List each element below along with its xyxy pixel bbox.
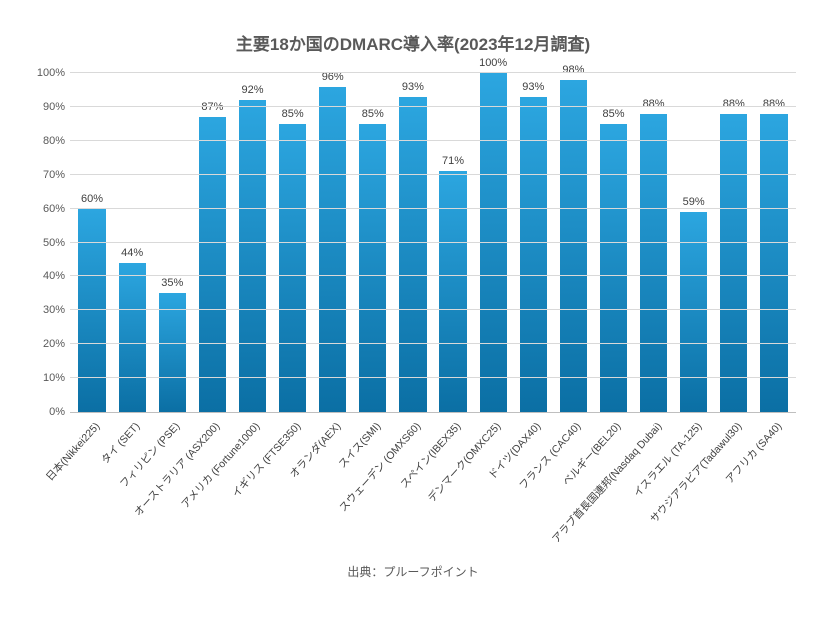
bar-value-label: 44% — [121, 247, 143, 259]
bar-value-label: 98% — [562, 64, 584, 76]
gridline — [70, 208, 796, 209]
bar: 85% — [279, 124, 306, 412]
x-label-slot: イギリス (FTSE350) — [273, 413, 313, 563]
x-label-slot: サウジアラビア(Tadawul30) — [714, 413, 754, 563]
bar-slot: 85% — [273, 73, 313, 412]
bar-value-label: 88% — [723, 98, 745, 110]
x-axis-label: 日本(Nikkei225) — [42, 419, 103, 484]
bar-slot: 88% — [754, 73, 794, 412]
gridline — [70, 72, 796, 73]
bar-slot: 100% — [473, 73, 513, 412]
bar: 85% — [600, 124, 627, 412]
bar-value-label: 85% — [282, 108, 304, 120]
bar-value-label: 71% — [442, 155, 464, 167]
bar-value-label: 85% — [362, 108, 384, 120]
gridline — [70, 309, 796, 310]
y-tick-label: 10% — [25, 372, 65, 384]
x-label-slot: スウェーデン (OMXS60) — [393, 413, 433, 563]
gridline — [70, 174, 796, 175]
x-label-slot: タイ (SET) — [112, 413, 152, 563]
x-label-slot: 日本(Nikkei225) — [72, 413, 112, 563]
y-tick-label: 30% — [25, 304, 65, 316]
bar-value-label: 100% — [479, 57, 507, 69]
bars-group: 60% 44% 35% 87% 92% 85% 96% 85% 93% 71% 100% 93% 98%… — [70, 73, 796, 412]
y-tick-label: 80% — [25, 135, 65, 147]
bar-slot: 87% — [192, 73, 232, 412]
bar-value-label: 88% — [643, 98, 665, 110]
bar: 88% — [720, 114, 747, 412]
gridline — [70, 140, 796, 141]
bar-value-label: 88% — [763, 98, 785, 110]
x-label-slot: オランダ(AEX) — [313, 413, 353, 563]
bar-slot: 98% — [553, 73, 593, 412]
bar: 88% — [760, 114, 787, 412]
gridline — [70, 377, 796, 378]
bar: 100% — [480, 73, 507, 412]
bar: 35% — [159, 293, 186, 412]
bar: 85% — [359, 124, 386, 412]
bar-value-label: 93% — [402, 81, 424, 93]
y-tick-label: 40% — [25, 270, 65, 282]
chart-container: 主要18か国のDMARC導入率(2023年12月調査) 60% 44% 35% 87%… — [0, 0, 826, 620]
bar-slot: 35% — [152, 73, 192, 412]
y-tick-label: 100% — [25, 67, 65, 79]
bar-slot: 88% — [714, 73, 754, 412]
y-tick-label: 60% — [25, 203, 65, 215]
bar-value-label: 59% — [683, 196, 705, 208]
y-tick-label: 90% — [25, 101, 65, 113]
bar-slot: 71% — [433, 73, 473, 412]
gridline — [70, 242, 796, 243]
x-label-slot: ドイツ(DAX40) — [513, 413, 553, 563]
source-text: 出典：プルーフポイント — [20, 563, 806, 580]
gridline — [70, 106, 796, 107]
bar-slot: 88% — [634, 73, 674, 412]
gridline — [70, 275, 796, 276]
chart-title: 主要18か国のDMARC導入率(2023年12月調査) — [20, 30, 806, 55]
bar-value-label: 92% — [241, 84, 263, 96]
x-label-slot: デンマーク(OMXC25) — [473, 413, 513, 563]
bar: 93% — [520, 97, 547, 412]
bar-slot: 93% — [513, 73, 553, 412]
bar-slot: 60% — [72, 73, 112, 412]
bar-slot: 92% — [232, 73, 272, 412]
bar: 88% — [640, 114, 667, 412]
y-tick-label: 0% — [25, 406, 65, 418]
y-tick-label: 20% — [25, 338, 65, 350]
bar-slot: 85% — [353, 73, 393, 412]
bar: 96% — [319, 87, 346, 412]
bar: 44% — [119, 263, 146, 412]
x-label-slot: アフリカ (SA40) — [754, 413, 794, 563]
bar-value-label: 35% — [161, 277, 183, 289]
bar-slot: 44% — [112, 73, 152, 412]
bar-value-label: 85% — [602, 108, 624, 120]
y-tick-label: 50% — [25, 237, 65, 249]
bar-value-label: 93% — [522, 81, 544, 93]
bar-slot: 85% — [593, 73, 633, 412]
bar-value-label: 87% — [201, 101, 223, 113]
bar-slot: 93% — [393, 73, 433, 412]
y-tick-label: 70% — [25, 169, 65, 181]
plot-area: 60% 44% 35% 87% 92% 85% 96% 85% 93% 71% 100% 93% 98%… — [70, 73, 796, 413]
bar-slot: 59% — [674, 73, 714, 412]
bar: 93% — [399, 97, 426, 412]
x-axis-labels: 日本(Nikkei225)タイ (SET)フィリピン (PSE)オーストラリア … — [70, 413, 796, 563]
gridline — [70, 343, 796, 344]
bar: 87% — [199, 117, 226, 412]
bar: 98% — [560, 80, 587, 412]
bar: 92% — [239, 100, 266, 412]
bar-value-label: 60% — [81, 193, 103, 205]
bar-slot: 96% — [313, 73, 353, 412]
